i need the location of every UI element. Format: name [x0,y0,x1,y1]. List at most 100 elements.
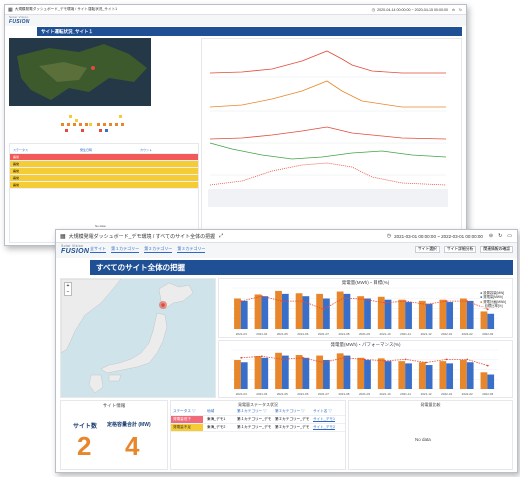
bar-plan [418,300,426,329]
row-status: 発電量低下 [171,416,203,423]
bar-plan [398,299,406,329]
chart1-title: 発電量(MWh)・目標(%) [341,280,390,285]
x-tick-label: 2021-07 [318,332,329,336]
back-line-1 [209,50,446,74]
x-tick-label: 2021-11 [400,332,411,336]
back-row-status: 異常 [13,162,20,166]
back-row-status: 異常 [13,155,20,159]
front-header: Solar Vision FUSION 全サイト 第１カテゴリー 第２カテゴリー… [56,243,517,258]
status-table-row[interactable]: 発電量不足 東海_デモ2 第１カテゴリー_デモ 第２カテゴリー_デモ サイト_デ… [171,424,345,432]
bar-plan [275,352,282,389]
col-area[interactable]: 地域 [207,409,215,413]
share-icon[interactable]: ⤢ [219,233,224,239]
tab-category-2[interactable]: 第２カテゴリー [144,246,173,253]
front-dashboard-title[interactable]: 大規模発電ダッシュボード_デモ環境 / すべてのサイト全体の把握 [68,233,216,240]
site-count-label: サイト数 [73,424,98,430]
related-info-button[interactable]: 関連情報の確認 [480,246,513,253]
back-table-row: 異常 [10,161,198,168]
row-site-link[interactable]: サイト_デモ2 [313,425,335,429]
site-info-panel: サイト情報 サイト数 2 定格容量合計 (MW) 4 [60,400,168,470]
front-dashboard-window: ▦ 大規模発電ダッシュボード_デモ環境 / すべてのサイト全体の把握 ⤢ ◷ 2… [55,229,518,473]
back-line-charts-svg [208,50,448,207]
bar-plan [295,355,303,389]
back-table-row: 異常 [10,168,198,175]
x-tick-label: 2021-08 [338,332,349,336]
legend-item[interactable]: ■ 設置容量[MW] [480,291,505,295]
row-status: 発電量不足 [171,424,203,431]
refresh-icon[interactable]: ↻ [458,7,462,12]
front-logo: Solar Vision FUSION [61,244,89,255]
x-tick-label: 2021-03 [236,332,247,336]
row-category-1: 第１カテゴリー_デモ [237,425,272,429]
row-site-link[interactable]: サイト_デモ1 [313,417,335,421]
back-col-date[interactable]: 発生日時 [80,148,93,152]
map-zoom-control[interactable]: + − [64,282,72,296]
tab-all-sites[interactable]: 全サイト [90,246,106,253]
target-ratio-point [404,300,407,303]
bar-plan [336,291,344,329]
col-status[interactable]: ステータス ▽ [173,409,196,413]
back-dashboard-title[interactable]: 大規模発電ダッシュボード_デモ環境 / サイト運転状況_サイト1 [14,7,118,11]
bar-generation [261,357,269,389]
bar-generation [364,360,371,389]
back-line-charts [201,38,462,238]
x-tick-label: 2022-03 [482,332,493,336]
target-ratio-point [404,358,407,361]
site-analysis-button[interactable]: サイト詳細分析 [443,246,477,253]
zoom-out-icon[interactable]: ⊖ [451,7,455,12]
legend-item[interactable]: — 目標比率[%] [480,303,503,308]
bar-generation [281,293,289,329]
comparison-no-data: No data [415,437,431,442]
zoom-out-icon[interactable]: ⊖ [488,233,494,239]
back-col-status[interactable]: ステータス [13,148,29,152]
back-logo-caption: Solar Vision [9,15,29,19]
tv-mode-icon[interactable]: ▭ [507,233,512,239]
target-ratio-point [363,358,366,361]
col-category-1[interactable]: 第１カテゴリー ▽ [237,409,267,413]
x-tick-label: 2021-09 [359,332,370,336]
target-ratio-point [260,355,263,358]
grid-icon[interactable]: ▦ [60,233,66,240]
bar-plan [295,293,303,329]
status-table-row[interactable]: 発電量低下 東海_デモ1 第１カテゴリー_デモ 第２カテゴリー_デモ サイト_デ… [171,416,345,424]
target-ratio-point [343,296,345,299]
back-status-table: ステータス 発生日時 カウント 異常 異常 異常 異常 異常 No data [9,143,199,243]
tab-category-1[interactable]: 第１カテゴリー [111,246,140,253]
back-logo-text: FUSION [9,19,30,25]
select-site-button[interactable]: サイト選択 [414,246,440,253]
x-tick-label: 2021-08 [338,392,349,396]
back-time-range[interactable]: 2020-04-14 00:00:00 ~ 2020-04-15 00:00:0… [377,7,448,12]
zoom-out-map-icon[interactable]: − [66,289,70,295]
legend-item[interactable]: ■ 発電計画[MWh] [480,299,506,304]
target-ratio-point [384,360,386,362]
target-ratio-point [445,358,448,361]
back-line-4 [209,142,447,160]
refresh-icon[interactable]: ↻ [498,233,503,239]
bar-generation [323,360,330,389]
site-marker[interactable] [91,66,95,70]
target-ratio-point [445,300,448,303]
zoom-in-icon[interactable]: + [66,283,70,289]
bar-generation [384,299,392,329]
japan-map-panel[interactable]: + − [60,278,216,398]
x-tick-label: 2022-02 [462,332,473,336]
back-line-5 [209,162,447,186]
x-tick-label: 2022-01 [441,392,452,396]
x-tick-label: 2021-04 [256,392,267,396]
x-tick-label: 2021-06 [297,332,308,336]
legend-item[interactable]: ■ 発電量[MWh] [480,295,503,300]
back-dashboard-window: ▦ 大規模発電ダッシュボード_デモ環境 / サイト運転状況_サイト1 ◷ 202… [4,4,467,246]
clock-icon[interactable]: ◷ [371,7,376,12]
target-ratio-point [384,301,386,304]
clock-icon[interactable]: ◷ [386,233,392,239]
col-site-name[interactable]: サイト名 ▽ [313,409,332,413]
bar-plan [480,372,488,389]
col-category-2[interactable]: 第２カテゴリー ▽ [275,409,305,413]
grid-icon[interactable]: ▦ [8,6,13,13]
back-col-count[interactable]: カウント [140,148,153,152]
back-satellite-map[interactable] [9,38,151,106]
tab-category-3[interactable]: 第３カテゴリー [177,246,206,253]
back-table-row: 異常 [10,154,198,161]
site-info-title: サイト情報 [102,403,126,408]
front-time-range[interactable]: 2021-03-01 00:00:00 ~ 2022-03-01 00:00:0… [394,233,483,239]
